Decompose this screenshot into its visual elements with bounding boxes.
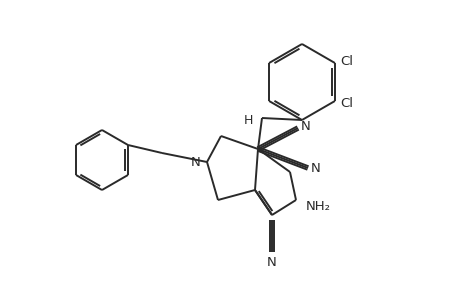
- Text: NH₂: NH₂: [305, 200, 330, 212]
- Text: N: N: [267, 256, 276, 269]
- Text: Cl: Cl: [339, 55, 352, 68]
- Text: H: H: [243, 113, 252, 127]
- Text: Cl: Cl: [339, 97, 352, 110]
- Text: N: N: [300, 121, 310, 134]
- Text: N: N: [191, 155, 201, 169]
- Text: N: N: [310, 161, 320, 175]
